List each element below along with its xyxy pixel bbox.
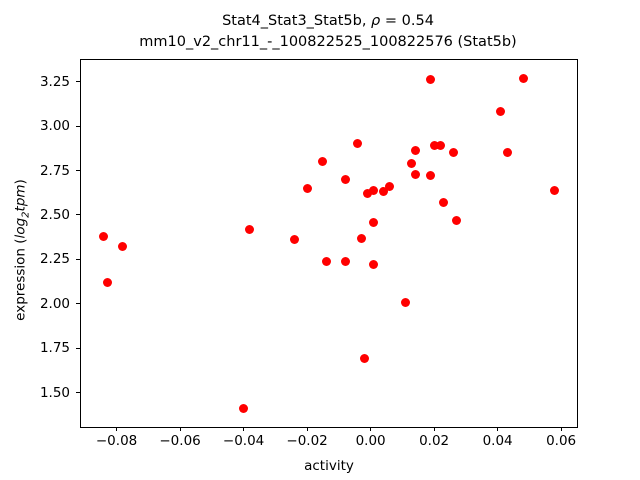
plot-area: activity −0.08 −0.06 −0.04 −0.02 0.00 0.02 0.0…: [40, 59, 578, 474]
x-tick-mark: [433, 427, 435, 431]
y-tick-mark: [76, 303, 80, 305]
data-point: [359, 354, 369, 364]
y-tick-label: 2.00: [39, 295, 70, 312]
data-point: [369, 185, 379, 195]
y-tick-label: 2.25: [39, 251, 70, 268]
data-point: [448, 148, 458, 158]
data-point: [429, 141, 439, 151]
chart-title: Stat4_Stat3_Stat5b, ρ = 0.54 mm10_v2_chr…: [80, 11, 576, 52]
x-tick-mark: [179, 427, 181, 431]
x-tick-label: 0.04: [482, 433, 513, 449]
data-point: [385, 182, 395, 192]
y-tick-mark: [76, 125, 80, 127]
x-tick-mark: [370, 427, 372, 431]
x-axis-label: activity: [304, 458, 354, 474]
data-point: [410, 146, 420, 156]
data-point: [99, 231, 109, 241]
chart-subtitle-line-2: mm10_v2_chr11_-_100822525_100822576 (Sta…: [139, 33, 517, 50]
x-tick-label: −0.06: [159, 433, 201, 449]
x-tick-label: 0.06: [546, 433, 577, 449]
data-point: [321, 256, 331, 266]
data-point: [356, 233, 366, 243]
x-tick-label: 0.00: [355, 433, 386, 449]
chart-title-line-1: Stat4_Stat3_Stat5b, ρ = 0.54: [80, 11, 576, 32]
x-tick-label: −0.04: [222, 433, 265, 449]
data-point: [407, 158, 417, 168]
y-tick-label: 3.25: [39, 73, 70, 90]
data-point: [362, 189, 372, 199]
title-text-prefix: Stat4_Stat3_Stat5b,: [222, 13, 372, 29]
data-point: [496, 107, 506, 117]
y-tick-label: 1.75: [39, 340, 70, 357]
y-tick-mark: [76, 258, 80, 260]
title-text-suffix: = 0.54: [380, 13, 434, 29]
y-tick-label: 2.50: [39, 206, 70, 223]
x-tick-mark: [243, 427, 245, 431]
data-point: [369, 260, 379, 270]
data-point: [102, 278, 112, 287]
data-point: [369, 217, 379, 227]
y-tick-label: 1.50: [39, 384, 70, 401]
y-tick-mark: [76, 347, 80, 349]
y-label-sub2: 2: [20, 211, 32, 218]
data-point: [378, 187, 388, 197]
y-label-suffix: ): [12, 179, 29, 185]
rho-symbol: ρ: [371, 13, 381, 29]
x-tick-mark: [116, 427, 118, 431]
data-point: [353, 139, 363, 149]
data-point: [245, 224, 255, 234]
data-point: [502, 148, 512, 158]
y-label-log: log: [12, 217, 29, 239]
y-tick-label: 3.00: [39, 118, 70, 135]
y-tick-mark: [76, 170, 80, 172]
data-point: [340, 256, 350, 266]
data-point: [435, 141, 445, 151]
data-point: [289, 235, 299, 245]
data-point: [118, 242, 128, 252]
y-label-tpm: tpm: [12, 184, 29, 212]
data-point: [340, 174, 350, 184]
x-tick-label: −0.08: [95, 433, 138, 449]
x-tick-mark: [306, 427, 308, 431]
data-point: [426, 75, 436, 85]
x-tick-mark: [560, 427, 562, 431]
data-point: [426, 171, 436, 181]
x-tick-label: 0.02: [419, 433, 450, 449]
data-point: [451, 215, 461, 225]
y-axis-label: expression (log2tpm): [13, 179, 32, 321]
y-tick-mark: [76, 392, 80, 394]
y-tick-label: 2.75: [39, 162, 70, 179]
y-tick-mark: [76, 214, 80, 216]
data-point: [439, 198, 449, 208]
y-tick-mark: [76, 81, 80, 83]
data-point: [239, 404, 249, 414]
data-point: [410, 169, 420, 179]
data-point: [518, 73, 528, 83]
data-point: [401, 297, 411, 307]
x-tick-mark: [497, 427, 499, 431]
x-tick-label: −0.02: [286, 433, 328, 449]
data-point: [550, 185, 560, 195]
y-label-prefix: expression (: [12, 238, 29, 321]
data-point: [302, 183, 312, 193]
data-point: [318, 157, 328, 167]
